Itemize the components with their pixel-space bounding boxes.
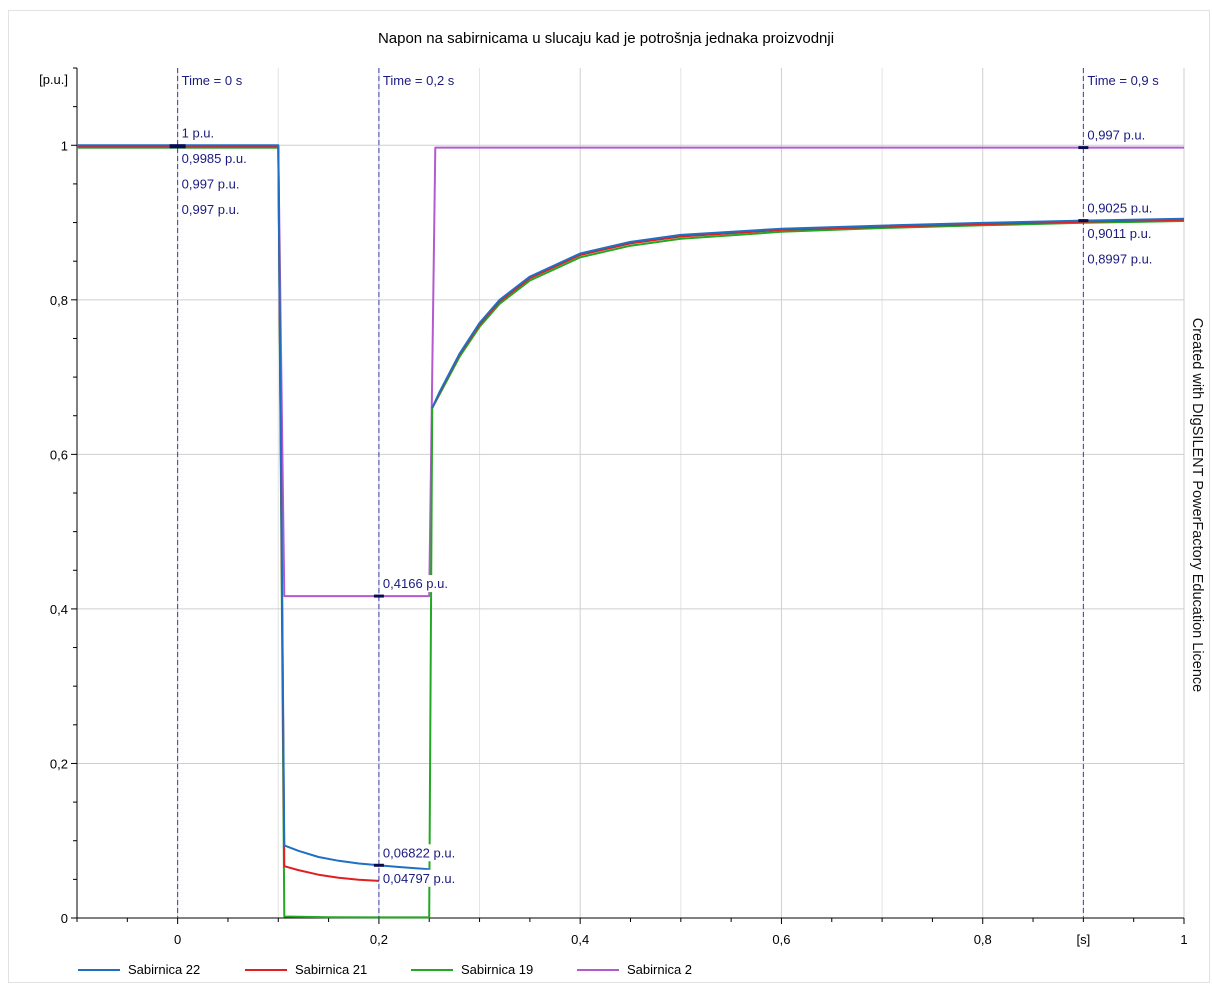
value-annotation-bg xyxy=(1085,225,1171,243)
value-annotation: 0,8997 p.u. xyxy=(1087,252,1152,267)
value-annotation: 1 p.u. xyxy=(182,125,215,140)
value-annotation: 0,06822 p.u. xyxy=(383,845,455,860)
series-sabirnica-19 xyxy=(77,146,1185,919)
legend-swatch xyxy=(411,968,453,971)
y-tick-label: 0,4 xyxy=(50,602,68,617)
time-marker-label: Time = 0,9 s xyxy=(1087,73,1159,88)
value-annotation: 0,04797 p.u. xyxy=(383,871,455,886)
value-annotation: 0,997 p.u. xyxy=(182,202,240,217)
legend-label: Sabirnica 22 xyxy=(128,962,201,977)
legend-swatch xyxy=(245,968,287,971)
legend-swatch xyxy=(78,968,120,971)
value-annotation-bg xyxy=(1085,126,1164,144)
value-annotation: 0,4166 p.u. xyxy=(383,576,448,591)
y-tick-label: 1 xyxy=(61,138,68,153)
value-annotation: 0,997 p.u. xyxy=(182,176,240,191)
x-tick-label: 0,2 xyxy=(370,932,388,947)
x-tick-label: 0,6 xyxy=(772,932,790,947)
value-annotation-bg xyxy=(179,124,229,142)
value-annotation-bg xyxy=(179,200,258,218)
chart-title: Napon na sabirnicama u slucaju kad je po… xyxy=(377,30,835,47)
legend-item-sabirnica-21: Sabirnica 21 xyxy=(245,962,367,977)
value-annotation: 0,9011 p.u. xyxy=(1087,226,1151,241)
series-sabirnica-21-recovery xyxy=(431,218,1185,409)
chart-frame xyxy=(8,10,1210,983)
x-axis-unit-label: [s] xyxy=(1076,932,1090,947)
value-annotation-bg xyxy=(179,175,258,193)
x-tick-label: 0,8 xyxy=(974,932,992,947)
y-tick-label: 0,2 xyxy=(50,756,68,771)
legend-swatch xyxy=(577,968,619,971)
value-annotation-bg xyxy=(380,869,474,887)
legend-item-sabirnica-2: Sabirnica 2 xyxy=(577,962,692,977)
value-annotation-bg xyxy=(179,149,265,167)
value-annotation-bg xyxy=(380,575,467,593)
y-axis-unit-label: [p.u.] xyxy=(39,72,68,87)
x-tick-label: 0,4 xyxy=(571,932,589,947)
series-sabirnica-22 xyxy=(77,144,430,871)
legend-label: Sabirnica 19 xyxy=(461,962,534,977)
value-annotation-bg xyxy=(380,844,474,862)
time-marker-label: Time = 0,2 s xyxy=(383,73,455,88)
legend-item-sabirnica-22: Sabirnica 22 xyxy=(78,962,200,977)
series-sabirnica-21 xyxy=(77,145,379,882)
legend-label: Sabirnica 21 xyxy=(295,962,368,977)
y-tick-label: 0,6 xyxy=(50,447,68,462)
series-sabirnica-22-recovery xyxy=(431,217,1185,409)
y-tick-label: 0 xyxy=(61,911,68,926)
x-tick-label: 0 xyxy=(174,932,181,947)
time-marker-label: Time = 0 s xyxy=(182,73,243,88)
value-annotation-bg xyxy=(1085,199,1171,217)
value-annotation: 0,997 p.u. xyxy=(1087,128,1145,143)
value-annotation: 0,9025 p.u. xyxy=(1087,201,1152,216)
license-watermark: Created with DIgSILENT PowerFactory Educ… xyxy=(1189,317,1205,693)
x-tick-label: 1 xyxy=(1180,932,1187,947)
value-annotation: 0,9985 p.u. xyxy=(182,151,247,166)
value-annotation-bg xyxy=(1085,250,1171,268)
legend-label: Sabirnica 2 xyxy=(627,962,693,977)
legend-item-sabirnica-19: Sabirnica 19 xyxy=(411,962,533,977)
y-tick-label: 0,8 xyxy=(50,293,68,308)
